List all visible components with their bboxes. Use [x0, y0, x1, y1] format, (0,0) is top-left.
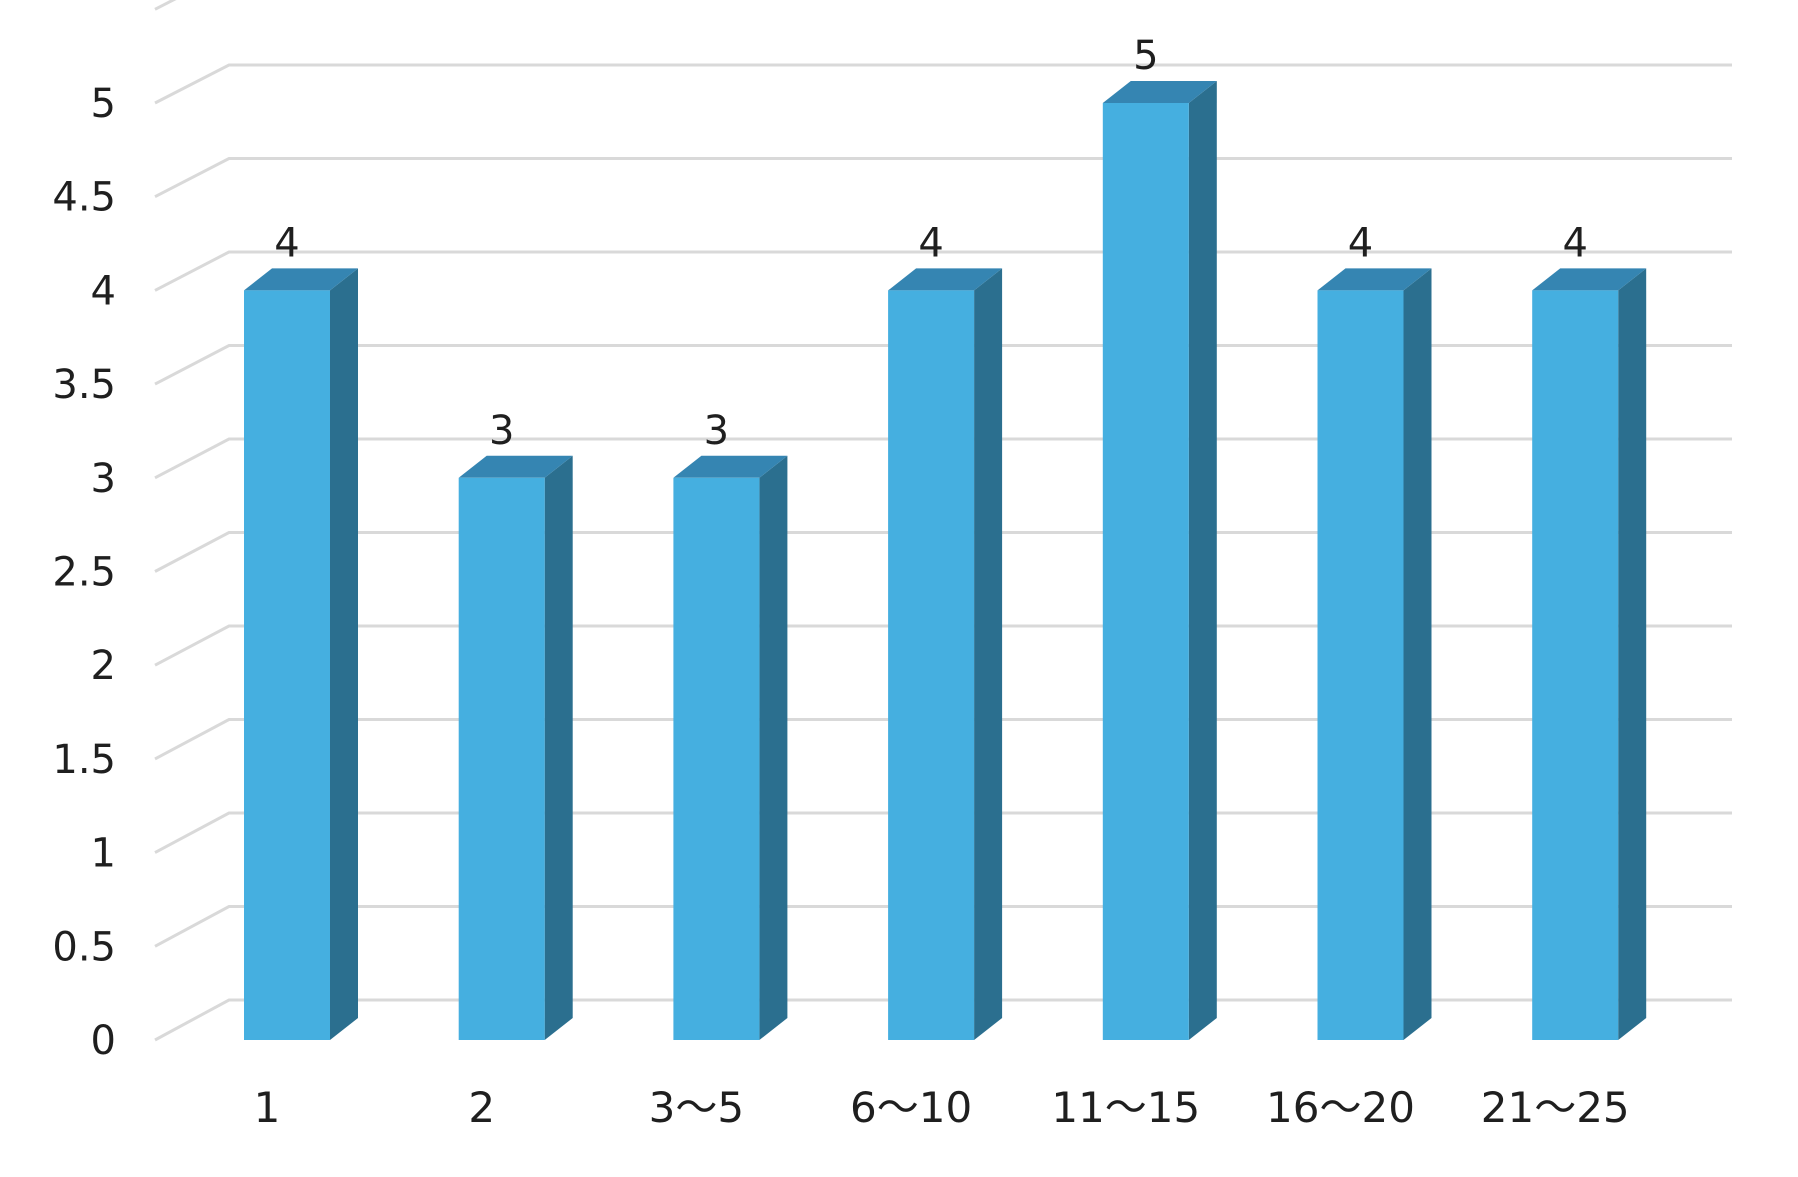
- gridline: [154, 250, 1732, 292]
- x-category-label: 21〜25: [1481, 1083, 1630, 1132]
- gridline: [154, 437, 1732, 480]
- bar-side: [330, 268, 358, 1040]
- gridline: [154, 905, 1732, 948]
- bar: [458, 455, 573, 1040]
- bar-top: [244, 268, 358, 291]
- gridline: [154, 0, 177, 11]
- bar-front: [673, 477, 760, 1040]
- bar-side: [759, 455, 788, 1040]
- data-label: 3: [489, 408, 514, 454]
- bar-front: [888, 290, 975, 1040]
- data-label: 5: [1133, 33, 1158, 79]
- gridline: [154, 811, 1732, 854]
- x-category-label: 3〜5: [649, 1083, 744, 1132]
- gridline: [154, 624, 1732, 667]
- y-tick-label: 0: [91, 1018, 116, 1064]
- bar: [1532, 268, 1647, 1040]
- gridline: [154, 998, 1732, 1042]
- x-category-label: 6〜10: [850, 1083, 972, 1132]
- bar-side: [544, 455, 573, 1040]
- x-category-label: 2: [468, 1083, 495, 1132]
- bar-top: [673, 455, 788, 478]
- bar-top: [458, 455, 573, 478]
- bar-side: [974, 268, 1003, 1040]
- y-tick-label: 2.5: [52, 550, 116, 596]
- bar: [888, 268, 1003, 1040]
- y-tick-label: 1: [91, 831, 116, 877]
- data-label: 4: [918, 220, 943, 266]
- bar: [1317, 268, 1432, 1040]
- gridline: [154, 531, 1732, 573]
- y-tick-label: 3.5: [52, 362, 116, 408]
- y-tick-label: 3: [91, 456, 116, 502]
- y-axis-ticks: 0 0.5 1 1.5 2 2.5 3 3.5 4 4.5 5: [52, 81, 116, 1064]
- x-category-label: 11〜15: [1051, 1083, 1200, 1132]
- y-tick-label: 1.5: [52, 737, 116, 783]
- bar: [673, 455, 788, 1040]
- bar-front: [1102, 103, 1189, 1040]
- bar-side: [1403, 268, 1432, 1040]
- y-tick-label: 2: [91, 643, 116, 689]
- bar-top: [1532, 268, 1647, 291]
- data-label: 4: [1348, 220, 1373, 266]
- gridline: [154, 718, 1732, 761]
- gridlines: [154, 0, 1732, 1042]
- y-tick-label: 5: [91, 81, 116, 127]
- bar-front: [244, 290, 330, 1040]
- data-label: 4: [274, 220, 299, 266]
- bar-top: [1102, 81, 1217, 103]
- bar: [1102, 81, 1217, 1040]
- y-tick-label: 4.5: [52, 175, 116, 221]
- bar-side: [1618, 268, 1647, 1040]
- bar-side: [1188, 81, 1217, 1040]
- data-labels: 4 3 3 4 5 4 4: [274, 33, 1588, 454]
- bar-front: [458, 477, 545, 1040]
- x-category-label: 1: [254, 1083, 281, 1132]
- gridline: [154, 344, 1732, 386]
- data-label: 3: [704, 408, 729, 454]
- bar-top: [1317, 268, 1432, 291]
- x-axis-categories: 1 2 3〜5 6〜10 11〜15 16〜20 21〜25: [254, 1083, 1630, 1132]
- y-tick-label: 0.5: [52, 924, 116, 970]
- gridline: [154, 157, 1732, 199]
- bar-front: [1532, 290, 1619, 1040]
- data-label: 4: [1562, 220, 1587, 266]
- bar: [244, 268, 358, 1040]
- bar-top: [888, 268, 1003, 291]
- y-tick-label: 4: [91, 268, 116, 314]
- bars: [244, 81, 1647, 1040]
- gridline: [154, 63, 1732, 105]
- bar-front: [1317, 290, 1404, 1040]
- x-category-label: 16〜20: [1266, 1083, 1415, 1132]
